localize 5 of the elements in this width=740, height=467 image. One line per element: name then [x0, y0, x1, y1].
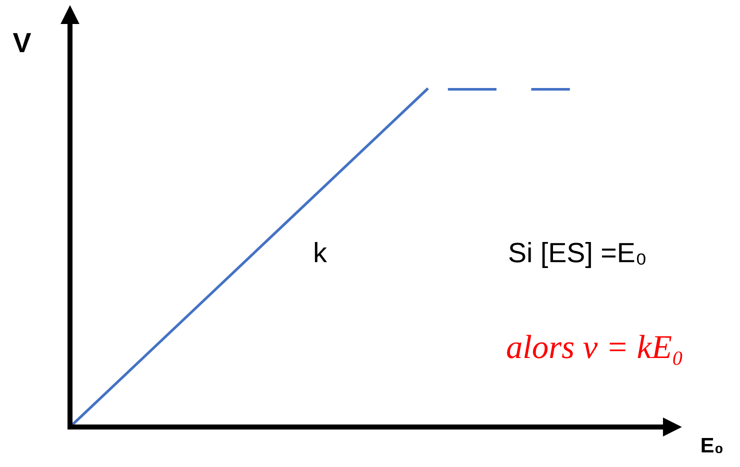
y-axis-title: V [12, 33, 32, 52]
annotation: k [314, 242, 327, 262]
x-axis-title: E₀ [702, 438, 722, 454]
annotation: Si [ES] =E₀ [509, 242, 646, 268]
annotation: alors v = kE₀ [506, 334, 682, 366]
